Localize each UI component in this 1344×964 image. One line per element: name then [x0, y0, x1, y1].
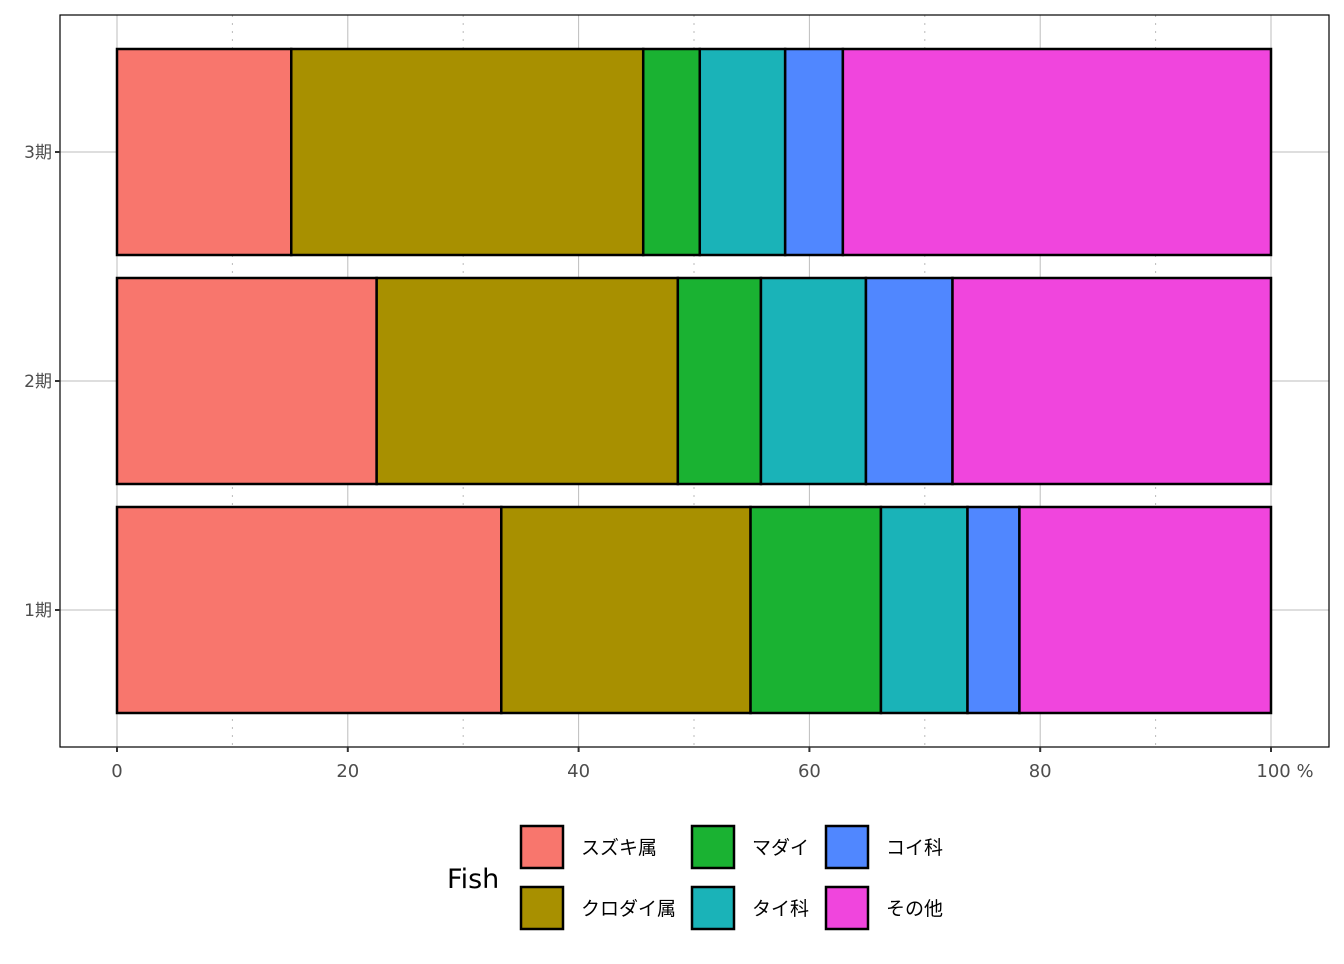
bar-segment: [841, 47, 1273, 257]
legend-key: [690, 885, 736, 931]
bar-segment: [115, 276, 378, 486]
bar-segment: [879, 505, 969, 715]
bar-segment: [115, 47, 293, 257]
legend-label: その他: [886, 898, 943, 920]
bar-segment: [1018, 505, 1273, 715]
x-tick-label: 40: [567, 761, 590, 782]
legend-label: コイ科: [886, 837, 943, 859]
x-tick-label: 60: [798, 761, 821, 782]
legend-label: スズキ属: [581, 837, 657, 859]
bar-segment: [759, 276, 868, 486]
bar-segment: [864, 276, 954, 486]
legend-key: [519, 824, 565, 870]
legend-key: [690, 824, 736, 870]
bar-segment: [290, 47, 645, 257]
bar-segment: [698, 47, 787, 257]
legend-key: [824, 824, 870, 870]
y-tick-label: 3期: [24, 143, 52, 163]
y-tick-label: 2期: [24, 372, 52, 392]
legend-label: マダイ: [752, 837, 809, 859]
bar-segment: [375, 276, 680, 486]
legend-label: クロダイ属: [581, 898, 676, 920]
bar-segment: [783, 47, 845, 257]
x-tick-label: 20: [336, 761, 359, 782]
x-tick-label: 80: [1029, 761, 1052, 782]
legend-title: Fish: [447, 864, 499, 895]
bar-segment: [676, 276, 763, 486]
bar-segment: [951, 276, 1273, 486]
bar-segment: [749, 505, 883, 715]
bar-segment: [966, 505, 1021, 715]
legend-key: [824, 885, 870, 931]
bar-segment: [115, 505, 503, 715]
y-tick-label: 1期: [24, 601, 52, 621]
legend-key: [519, 885, 565, 931]
legend-label: タイ科: [752, 898, 809, 920]
x-tick-label: 0: [111, 761, 122, 782]
x-tick-label: 100 %: [1256, 761, 1313, 782]
bar-segment: [641, 47, 702, 257]
bar-segment: [500, 505, 752, 715]
